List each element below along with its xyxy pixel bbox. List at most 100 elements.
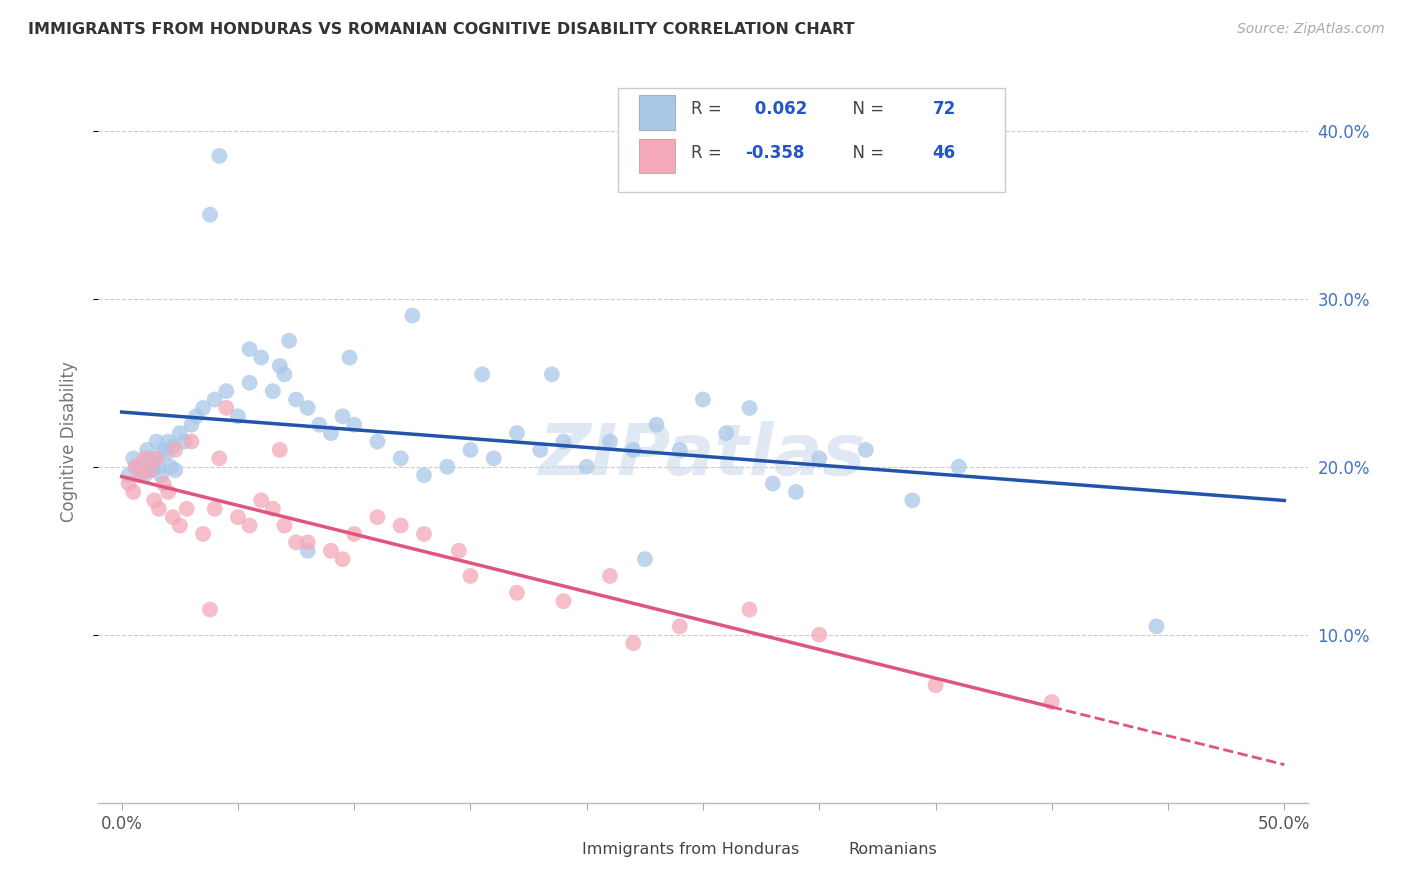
Point bbox=[134, 468, 156, 483]
Point bbox=[145, 434, 167, 449]
Point bbox=[447, 543, 470, 558]
Point bbox=[738, 401, 761, 415]
Point bbox=[297, 401, 319, 415]
Point bbox=[319, 426, 342, 441]
Point bbox=[692, 392, 714, 407]
Text: R =: R = bbox=[690, 100, 727, 118]
Point bbox=[668, 442, 690, 457]
Point bbox=[226, 510, 249, 524]
Point bbox=[621, 442, 644, 457]
Point bbox=[855, 442, 877, 457]
Text: 46: 46 bbox=[932, 144, 956, 161]
Point bbox=[215, 401, 238, 415]
FancyBboxPatch shape bbox=[534, 837, 572, 864]
Point bbox=[273, 368, 295, 382]
Point bbox=[262, 384, 284, 398]
Point bbox=[204, 392, 226, 407]
Point bbox=[482, 451, 505, 466]
Point bbox=[129, 463, 152, 477]
Point bbox=[389, 518, 412, 533]
Point bbox=[308, 417, 330, 432]
Point bbox=[162, 510, 184, 524]
Point bbox=[738, 602, 761, 616]
Point bbox=[1146, 619, 1168, 633]
Point bbox=[184, 409, 207, 424]
Point bbox=[262, 501, 284, 516]
Point bbox=[366, 434, 388, 449]
Point bbox=[529, 442, 551, 457]
Point bbox=[575, 459, 598, 474]
Point bbox=[319, 543, 342, 558]
Point bbox=[148, 501, 170, 516]
Text: -0.358: -0.358 bbox=[745, 144, 804, 161]
Point bbox=[191, 401, 214, 415]
Point bbox=[553, 594, 575, 608]
Point bbox=[173, 434, 195, 449]
Point bbox=[250, 493, 273, 508]
Point bbox=[239, 376, 262, 390]
Text: Romanians: Romanians bbox=[848, 842, 936, 857]
Point bbox=[143, 493, 166, 508]
Point bbox=[162, 440, 184, 454]
Point bbox=[145, 451, 167, 466]
Point bbox=[204, 501, 226, 516]
Point bbox=[152, 442, 174, 457]
Point bbox=[165, 463, 187, 477]
Point bbox=[540, 368, 562, 382]
Point bbox=[157, 434, 180, 449]
Point bbox=[436, 459, 458, 474]
FancyBboxPatch shape bbox=[638, 95, 675, 130]
Text: 72: 72 bbox=[932, 100, 956, 118]
Point bbox=[948, 459, 970, 474]
Text: IMMIGRANTS FROM HONDURAS VS ROMANIAN COGNITIVE DISABILITY CORRELATION CHART: IMMIGRANTS FROM HONDURAS VS ROMANIAN COG… bbox=[28, 22, 855, 37]
Point bbox=[208, 149, 231, 163]
Point bbox=[269, 442, 291, 457]
Point bbox=[278, 334, 301, 348]
Point bbox=[269, 359, 291, 373]
Point bbox=[122, 451, 145, 466]
Point bbox=[413, 468, 436, 483]
Point bbox=[621, 636, 644, 650]
Point bbox=[343, 417, 366, 432]
Point bbox=[118, 468, 141, 483]
Point bbox=[136, 442, 159, 457]
Point bbox=[138, 451, 160, 466]
Text: R =: R = bbox=[690, 144, 727, 161]
Point bbox=[297, 543, 319, 558]
Point bbox=[808, 628, 831, 642]
Point bbox=[138, 463, 160, 477]
Point bbox=[413, 527, 436, 541]
FancyBboxPatch shape bbox=[800, 837, 838, 864]
Point bbox=[339, 351, 361, 365]
Point bbox=[285, 535, 308, 549]
Point bbox=[297, 535, 319, 549]
Point bbox=[668, 619, 690, 633]
Point bbox=[506, 426, 529, 441]
Point bbox=[131, 456, 153, 470]
Point bbox=[366, 510, 388, 524]
Point bbox=[134, 451, 156, 466]
Point bbox=[250, 351, 273, 365]
Text: Immigrants from Honduras: Immigrants from Honduras bbox=[582, 842, 800, 857]
Point bbox=[599, 434, 621, 449]
FancyBboxPatch shape bbox=[638, 138, 675, 173]
Point bbox=[634, 552, 657, 566]
Text: Source: ZipAtlas.com: Source: ZipAtlas.com bbox=[1237, 22, 1385, 37]
Y-axis label: Cognitive Disability: Cognitive Disability bbox=[59, 361, 77, 522]
Point bbox=[401, 309, 423, 323]
Point bbox=[124, 459, 146, 474]
Text: ZIPatlas: ZIPatlas bbox=[540, 422, 866, 491]
Point bbox=[332, 409, 354, 424]
Point bbox=[155, 446, 177, 460]
Point bbox=[148, 459, 170, 474]
Point bbox=[273, 518, 295, 533]
Point bbox=[169, 518, 191, 533]
Point bbox=[169, 426, 191, 441]
Point bbox=[129, 468, 152, 483]
Point bbox=[506, 586, 529, 600]
Point bbox=[1040, 695, 1063, 709]
Point bbox=[460, 569, 482, 583]
Point bbox=[226, 409, 249, 424]
Text: N =: N = bbox=[842, 144, 890, 161]
Point bbox=[180, 417, 202, 432]
